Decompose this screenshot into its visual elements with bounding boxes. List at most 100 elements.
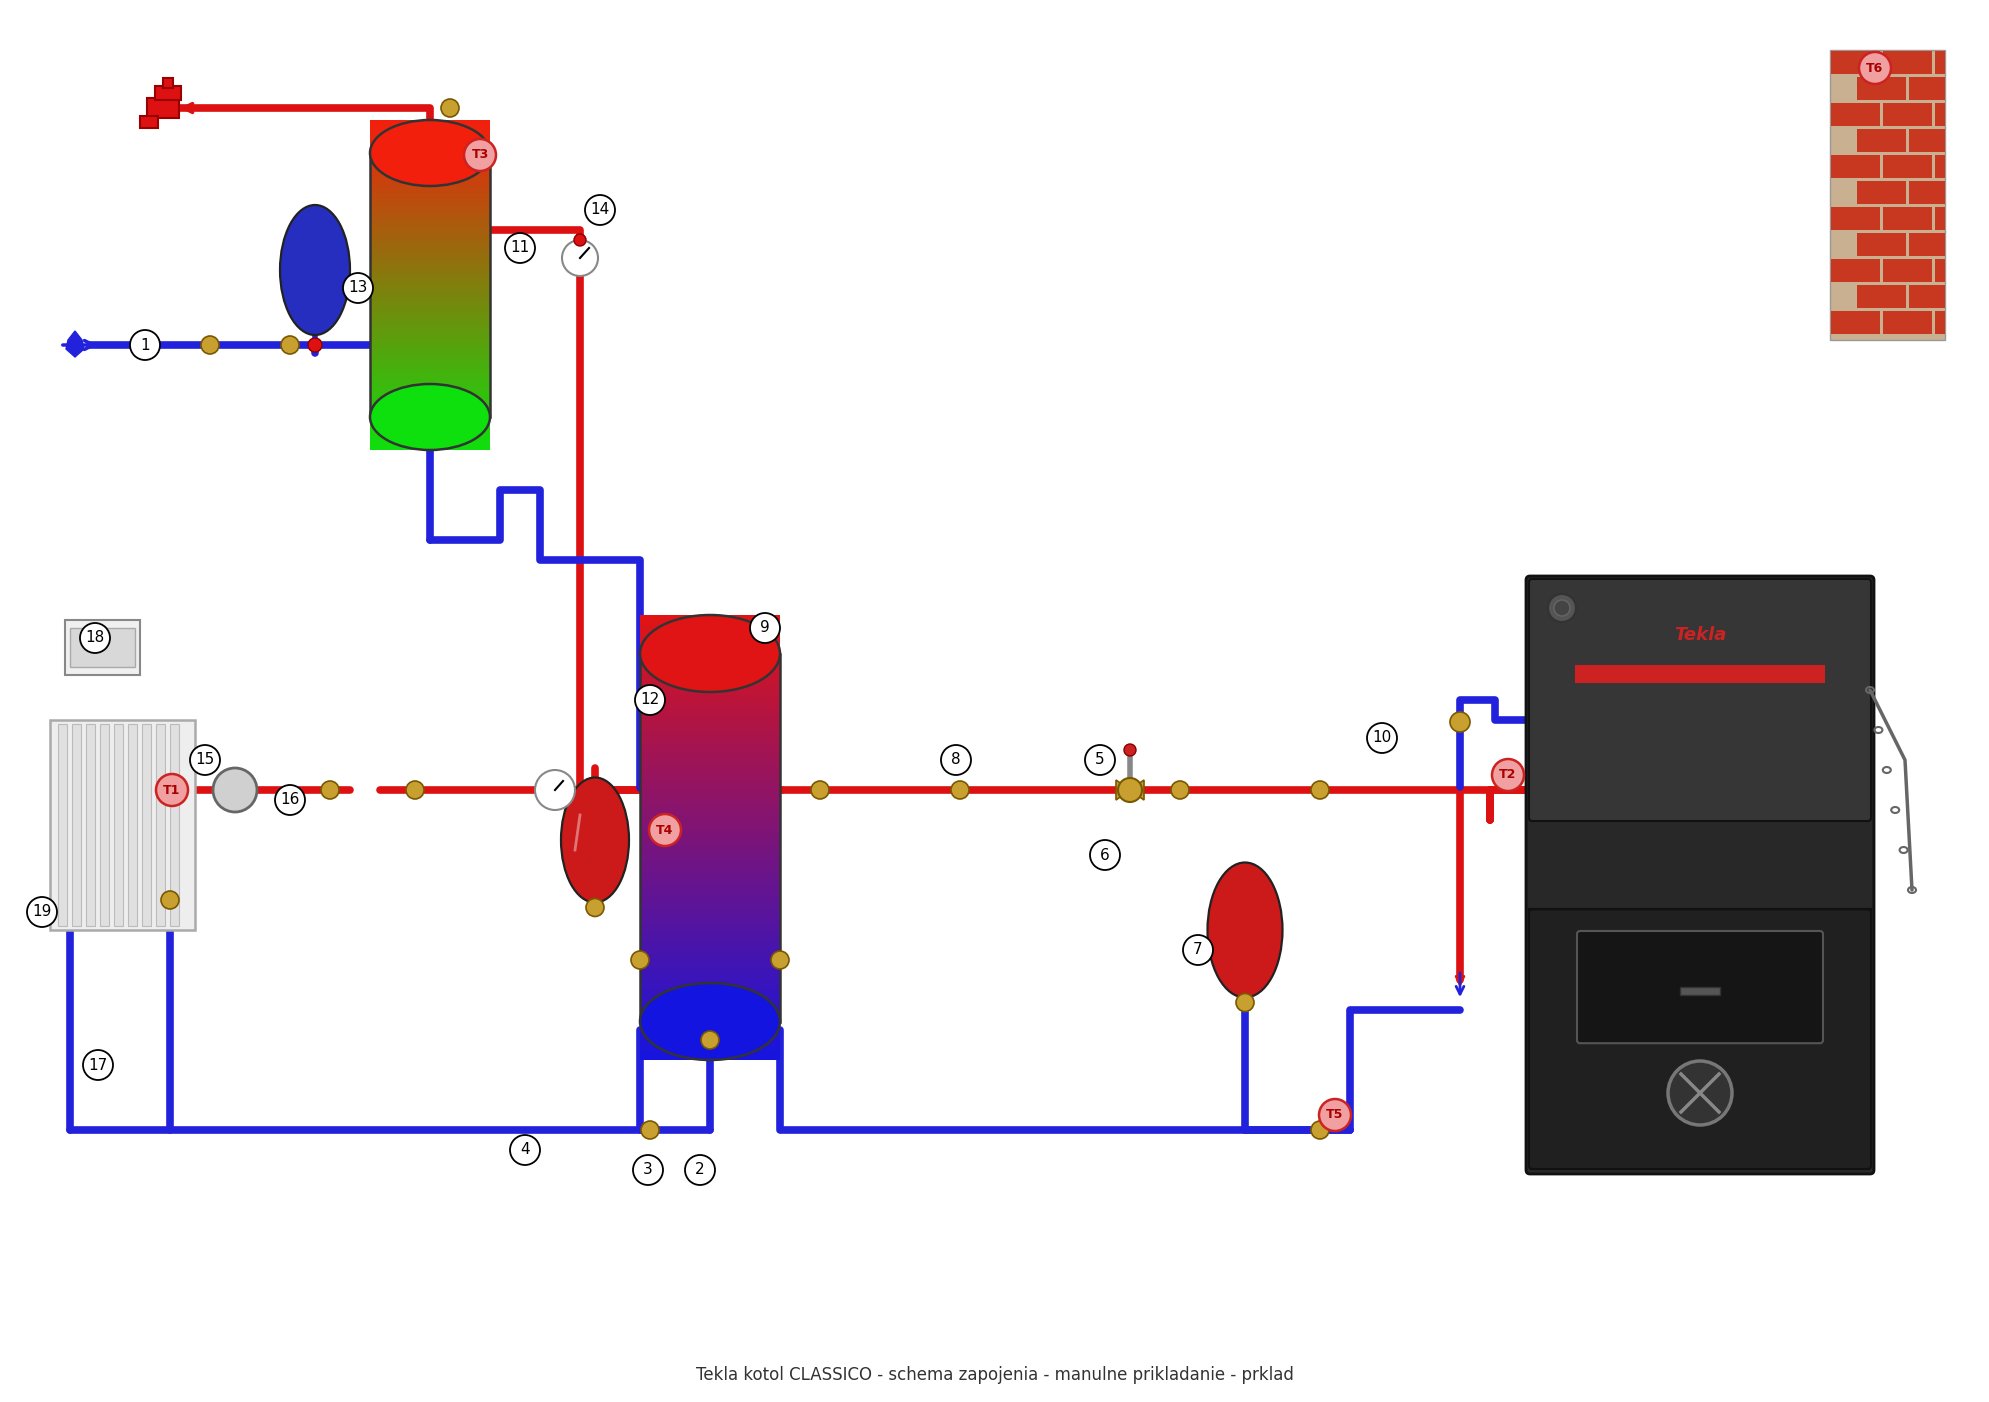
Text: T3: T3 xyxy=(471,149,489,161)
Circle shape xyxy=(573,234,585,245)
Bar xyxy=(1213,966,1277,967)
Bar xyxy=(583,781,607,782)
Bar xyxy=(561,851,629,852)
Circle shape xyxy=(700,1030,718,1049)
Bar xyxy=(370,233,489,236)
Bar xyxy=(563,862,627,864)
Bar xyxy=(571,794,619,795)
Bar xyxy=(640,681,780,686)
Text: 12: 12 xyxy=(640,693,658,708)
Bar xyxy=(370,189,489,192)
Circle shape xyxy=(1553,600,1569,615)
Circle shape xyxy=(1084,744,1114,775)
Polygon shape xyxy=(1130,780,1144,801)
Bar xyxy=(640,757,780,761)
Bar xyxy=(286,307,344,308)
Bar xyxy=(640,1002,780,1007)
Bar xyxy=(640,669,780,673)
Bar xyxy=(1207,927,1281,928)
FancyBboxPatch shape xyxy=(1526,576,1874,1173)
Bar xyxy=(640,972,780,976)
Bar xyxy=(1219,979,1269,980)
Bar xyxy=(1227,988,1261,991)
Bar xyxy=(640,958,780,962)
Bar xyxy=(370,348,489,350)
Bar xyxy=(1223,872,1265,875)
Bar xyxy=(1882,259,1931,282)
Ellipse shape xyxy=(370,121,489,186)
Bar xyxy=(306,332,324,334)
Bar xyxy=(563,815,627,816)
Bar xyxy=(1679,987,1718,995)
Bar xyxy=(302,329,326,332)
Circle shape xyxy=(1450,712,1470,732)
Bar xyxy=(1207,945,1281,946)
Bar xyxy=(585,899,605,901)
Bar xyxy=(640,913,780,917)
Bar xyxy=(1830,102,1880,126)
Bar xyxy=(640,896,780,900)
Bar xyxy=(370,226,489,229)
Bar xyxy=(370,338,489,341)
Text: 13: 13 xyxy=(348,280,368,296)
Bar xyxy=(370,121,489,123)
Bar xyxy=(640,651,780,655)
Bar xyxy=(573,889,617,890)
Bar xyxy=(284,304,344,306)
Text: T4: T4 xyxy=(656,823,674,837)
Bar xyxy=(290,315,340,317)
Bar xyxy=(370,360,489,365)
Bar xyxy=(1933,259,1943,282)
Bar xyxy=(640,962,780,966)
Bar xyxy=(565,868,625,869)
Bar xyxy=(370,416,489,421)
Bar xyxy=(370,391,489,394)
Circle shape xyxy=(1667,1061,1730,1124)
Bar xyxy=(1207,911,1281,913)
Bar xyxy=(1830,156,1880,178)
Bar xyxy=(290,222,338,223)
Bar xyxy=(1221,876,1267,878)
Bar xyxy=(1239,862,1251,864)
Bar xyxy=(280,261,350,262)
Bar xyxy=(640,864,780,869)
Bar xyxy=(579,894,611,896)
Bar xyxy=(563,820,627,822)
Bar xyxy=(370,243,489,245)
Bar xyxy=(640,806,780,810)
Bar xyxy=(280,265,350,266)
Bar xyxy=(640,735,780,740)
Bar xyxy=(640,908,780,913)
Bar xyxy=(640,1033,780,1037)
Bar xyxy=(569,799,621,801)
Circle shape xyxy=(535,770,575,810)
Bar xyxy=(563,857,627,859)
Bar xyxy=(294,322,336,324)
Circle shape xyxy=(129,329,159,360)
Circle shape xyxy=(342,273,372,303)
Bar xyxy=(1209,904,1279,906)
Circle shape xyxy=(80,622,109,653)
Bar xyxy=(280,285,348,286)
Circle shape xyxy=(1492,758,1524,791)
Bar xyxy=(370,196,489,199)
Bar xyxy=(640,638,780,642)
Bar xyxy=(370,265,489,269)
Bar xyxy=(284,301,346,303)
Bar xyxy=(282,241,346,243)
Bar xyxy=(577,787,613,788)
Bar xyxy=(370,130,489,133)
Bar xyxy=(640,998,780,1002)
Bar xyxy=(370,407,489,411)
Bar xyxy=(280,257,350,258)
Bar xyxy=(561,833,629,834)
Circle shape xyxy=(155,774,187,806)
Bar xyxy=(565,871,625,873)
Bar xyxy=(575,890,615,892)
Bar xyxy=(565,809,625,810)
Text: 10: 10 xyxy=(1372,730,1390,746)
Bar xyxy=(292,321,336,322)
Bar xyxy=(290,314,340,315)
Bar xyxy=(370,294,489,299)
Bar xyxy=(567,876,623,878)
